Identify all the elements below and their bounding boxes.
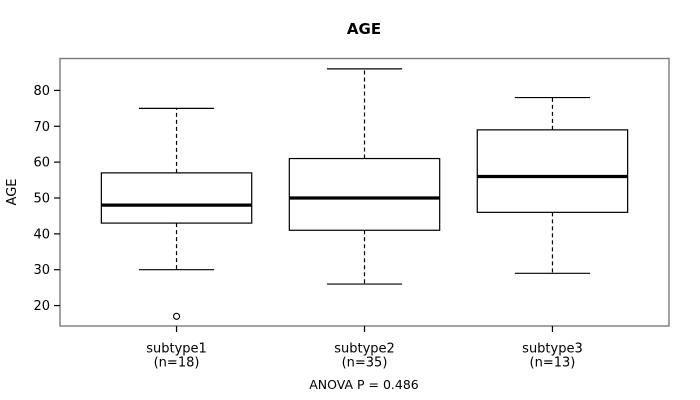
boxplot-subtype2-box — [288, 157, 441, 231]
boxplot-subtype1-box — [100, 172, 253, 224]
boxplot-subtype1-outlier-point — [172, 312, 181, 320]
y-axis-tick-label: 40 — [33, 227, 50, 242]
boxplot-subtype3-box — [476, 129, 629, 213]
x-axis-group-label: subtype1 — [146, 342, 207, 357]
x-axis-group-label: subtype2 — [334, 342, 395, 357]
x-axis-group-sublabel: (n=13) — [530, 356, 576, 371]
y-axis-title: AGE — [5, 179, 20, 206]
y-axis-tick-label: 60 — [33, 156, 50, 171]
y-axis-tick-label: 30 — [33, 263, 50, 278]
x-axis-group-sublabel: (n=18) — [154, 356, 200, 371]
x-axis-group-sublabel: (n=35) — [342, 356, 388, 371]
y-axis-tick-label: 50 — [33, 191, 50, 206]
x-axis-group-label: subtype3 — [522, 342, 583, 357]
y-axis-tick-label: 70 — [33, 120, 50, 135]
anova-annotation: ANOVA P = 0.486 — [309, 377, 419, 392]
chart-title: AGE — [347, 20, 381, 38]
plot-area: 20 30 40 50 60 70 80 subtype1(n=18) subtype2(n=3… — [33, 57, 670, 371]
y-axis-tick-label: 80 — [33, 84, 50, 99]
y-axis-tick-label: 20 — [33, 299, 50, 314]
